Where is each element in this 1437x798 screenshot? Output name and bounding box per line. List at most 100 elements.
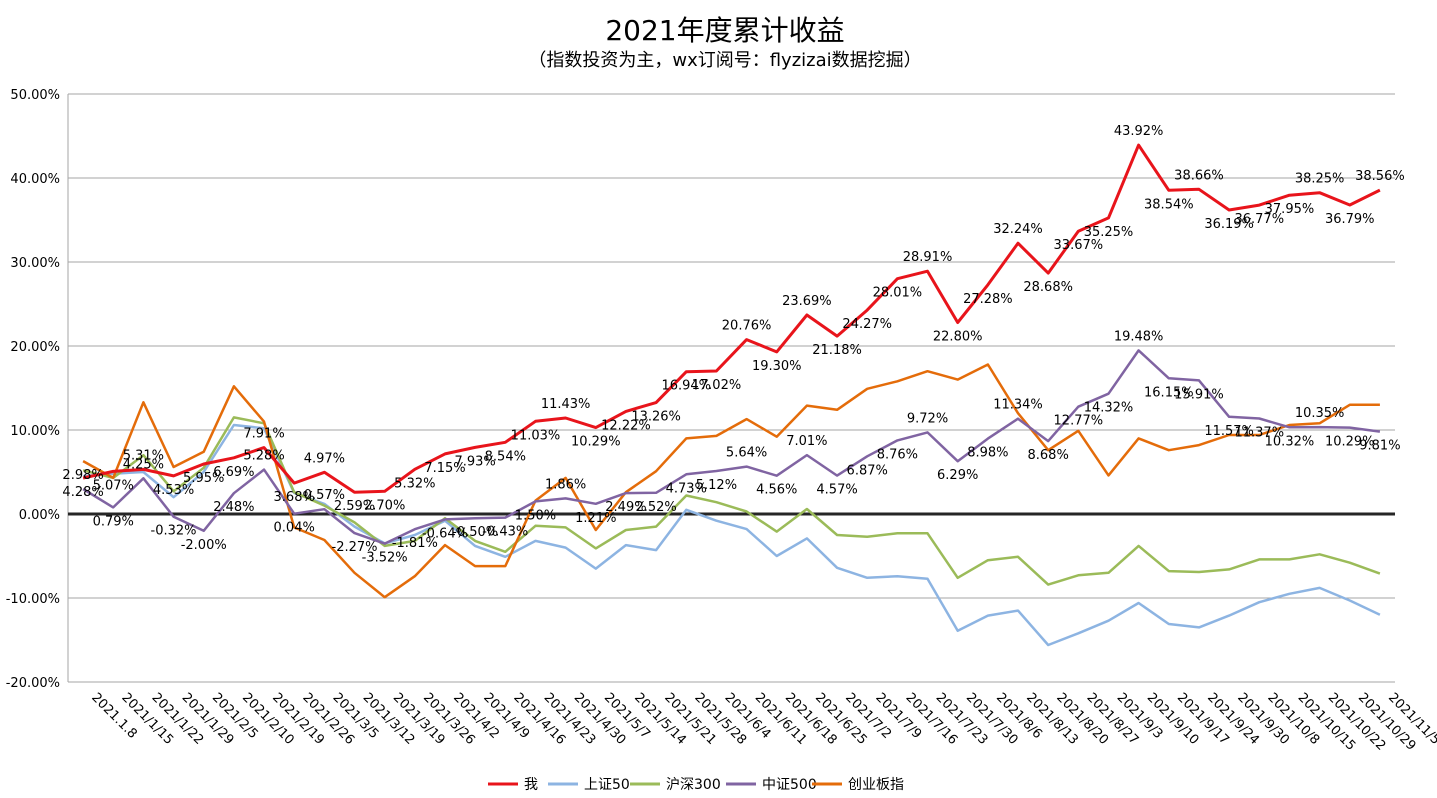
data-label: 12.22% bbox=[601, 418, 651, 433]
data-label: 36.19% bbox=[1204, 217, 1254, 232]
data-label: 4.53% bbox=[153, 483, 194, 498]
data-label: 19.48% bbox=[1114, 329, 1164, 344]
data-label: 5.95% bbox=[183, 471, 224, 486]
legend-label: 创业板指 bbox=[848, 777, 904, 793]
data-label: 16.15% bbox=[1144, 385, 1194, 400]
data-label: 2.59% bbox=[334, 499, 375, 514]
data-label: 23.69% bbox=[782, 294, 832, 309]
data-label: 12.77% bbox=[1054, 414, 1104, 429]
series-line-0 bbox=[82, 143, 1381, 494]
data-label: 17.02% bbox=[692, 378, 742, 393]
data-label: 2.70% bbox=[364, 498, 405, 513]
data-label: -0.64% bbox=[422, 526, 468, 541]
data-label: 5.28% bbox=[243, 449, 284, 464]
data-label: 6.29% bbox=[937, 468, 978, 483]
data-label: 11.34% bbox=[993, 398, 1043, 413]
data-label: 5.32% bbox=[394, 476, 435, 491]
data-label: 0.57% bbox=[304, 488, 345, 503]
legend-label: 上证50 bbox=[584, 777, 630, 793]
data-label: 36.77% bbox=[1234, 212, 1284, 227]
data-label: 4.56% bbox=[756, 483, 797, 498]
y-tick-label: 0.00% bbox=[19, 508, 60, 523]
legend-label: 沪深300 bbox=[666, 777, 721, 793]
data-label: -0.32% bbox=[151, 524, 197, 539]
data-label: -3.52% bbox=[362, 551, 408, 566]
data-label: 15.91% bbox=[1174, 387, 1224, 402]
data-label: 11.03% bbox=[511, 428, 561, 443]
data-label: 37.95% bbox=[1265, 202, 1315, 217]
data-label: 16.94% bbox=[661, 379, 711, 394]
y-tick-label: 40.00% bbox=[10, 172, 60, 187]
data-label: 4.97% bbox=[304, 451, 345, 466]
legend-label: 中证500 bbox=[762, 777, 817, 793]
data-label: 8.68% bbox=[1028, 448, 1069, 463]
data-label: 21.18% bbox=[812, 343, 862, 358]
data-label: 8.76% bbox=[877, 447, 918, 462]
data-label: 3.68% bbox=[274, 490, 315, 505]
y-tick-label: 30.00% bbox=[10, 256, 60, 271]
data-label: 20.76% bbox=[722, 319, 772, 334]
data-label: 8.54% bbox=[485, 449, 526, 464]
data-label: 22.80% bbox=[933, 329, 983, 344]
data-label: 4.57% bbox=[816, 483, 857, 498]
chart-title: 2021年度累计收益 bbox=[605, 14, 844, 47]
x-axis: 2021.1.82021/1/152021/1/222021/1/292021/… bbox=[68, 512, 1437, 754]
data-label: 11.43% bbox=[541, 397, 591, 412]
data-label: 6.87% bbox=[847, 463, 888, 478]
data-label: 10.29% bbox=[571, 435, 621, 450]
data-label: 9.81% bbox=[1359, 439, 1400, 454]
data-label: 9.72% bbox=[907, 411, 948, 426]
data-labels: 4.28%5.07% 5.31% 4.53%5.95%6.69% 7.91% 3.68%… bbox=[62, 124, 1404, 565]
data-label: 36.79% bbox=[1325, 212, 1375, 227]
data-label: 24.27% bbox=[842, 317, 892, 332]
data-label: 32.24% bbox=[993, 222, 1043, 237]
data-label: 1.21% bbox=[575, 511, 616, 526]
data-label: 10.32% bbox=[1265, 434, 1315, 449]
data-label: 11.37% bbox=[1234, 425, 1284, 440]
legend: 我 上证50 沪深300 中证500 创业板指 bbox=[488, 777, 904, 793]
legend-label: 我 bbox=[524, 777, 538, 793]
data-label: -2.00% bbox=[181, 538, 227, 553]
chart-subtitle: （指数投资为主，wx订阅号：flyzizai数据挖掘） bbox=[528, 50, 921, 71]
data-label: 5.31% bbox=[123, 448, 164, 463]
y-tick-label: 10.00% bbox=[10, 424, 60, 439]
series-line-2 bbox=[82, 416, 1381, 586]
data-label: 5.07% bbox=[93, 478, 134, 493]
data-label: 10.29% bbox=[1325, 435, 1375, 450]
data-label: 5.12% bbox=[696, 478, 737, 493]
data-label: 38.66% bbox=[1174, 168, 1224, 183]
data-label: 8.98% bbox=[967, 446, 1008, 461]
data-label: 1.50% bbox=[515, 508, 556, 523]
data-label: 27.28% bbox=[963, 292, 1013, 307]
data-label: -0.43% bbox=[482, 525, 528, 540]
data-label: 7.01% bbox=[786, 434, 827, 449]
data-label: 14.32% bbox=[1084, 401, 1134, 416]
data-label: 11.57% bbox=[1204, 424, 1254, 439]
data-label: 28.68% bbox=[1023, 280, 1073, 295]
y-tick-label: 50.00% bbox=[10, 88, 60, 103]
data-label: 4.28% bbox=[62, 485, 103, 500]
y-tick-label: -10.00% bbox=[6, 592, 60, 607]
data-label: 4.73% bbox=[666, 481, 707, 496]
data-label: 38.25% bbox=[1295, 172, 1345, 187]
data-label: 5.64% bbox=[726, 446, 767, 461]
data-label: 28.01% bbox=[873, 286, 923, 301]
data-label: 0.04% bbox=[274, 521, 315, 536]
y-axis: -20.00% -10.00% 0.00% 10.00% 20.00% 30.00% 40.… bbox=[6, 88, 69, 691]
data-label: 33.67% bbox=[1054, 238, 1104, 253]
data-label: 10.35% bbox=[1295, 406, 1345, 421]
data-label: 2.98% bbox=[62, 468, 103, 483]
data-label: 38.56% bbox=[1355, 169, 1405, 184]
data-label: 19.30% bbox=[752, 359, 802, 374]
y-tick-label: 20.00% bbox=[10, 340, 60, 355]
data-label: 38.54% bbox=[1144, 197, 1194, 212]
data-label: 35.25% bbox=[1084, 225, 1134, 240]
series-line-3 bbox=[82, 349, 1381, 545]
data-label: 43.92% bbox=[1114, 124, 1164, 139]
series-lines bbox=[82, 143, 1381, 647]
data-label: 7.15% bbox=[424, 461, 465, 476]
data-label: -0.50% bbox=[452, 525, 498, 540]
data-label: 4.25% bbox=[123, 457, 164, 472]
series-line-4 bbox=[82, 363, 1380, 599]
